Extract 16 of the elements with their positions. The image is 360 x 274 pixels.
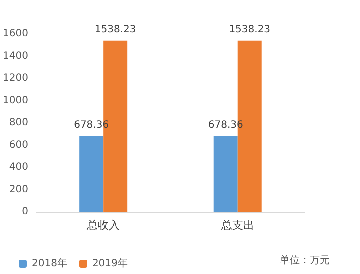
y-tick-label: 200 xyxy=(9,184,28,196)
legend-label: 2018年 xyxy=(32,258,68,270)
y-tick-label: 1200 xyxy=(2,73,28,84)
y-tick-label: 1600 xyxy=(2,28,28,40)
x-tick-label: 总收入 xyxy=(86,219,120,232)
y-tick-label: 1000 xyxy=(2,95,28,106)
y-tick-label: 0 xyxy=(22,206,28,218)
data-label: 1538.23 xyxy=(229,24,271,36)
data-label: 1538.23 xyxy=(94,24,136,36)
y-tick-label: 800 xyxy=(9,118,28,128)
text: 单位：万元 xyxy=(280,254,330,266)
y-tick-label: 400 xyxy=(9,162,28,173)
legend-label: 2019年 xyxy=(92,258,128,270)
y-tick-label: 1400 xyxy=(2,50,28,62)
x-tick-label: 总支出 xyxy=(220,219,254,232)
y-tick-label: 600 xyxy=(9,140,28,151)
